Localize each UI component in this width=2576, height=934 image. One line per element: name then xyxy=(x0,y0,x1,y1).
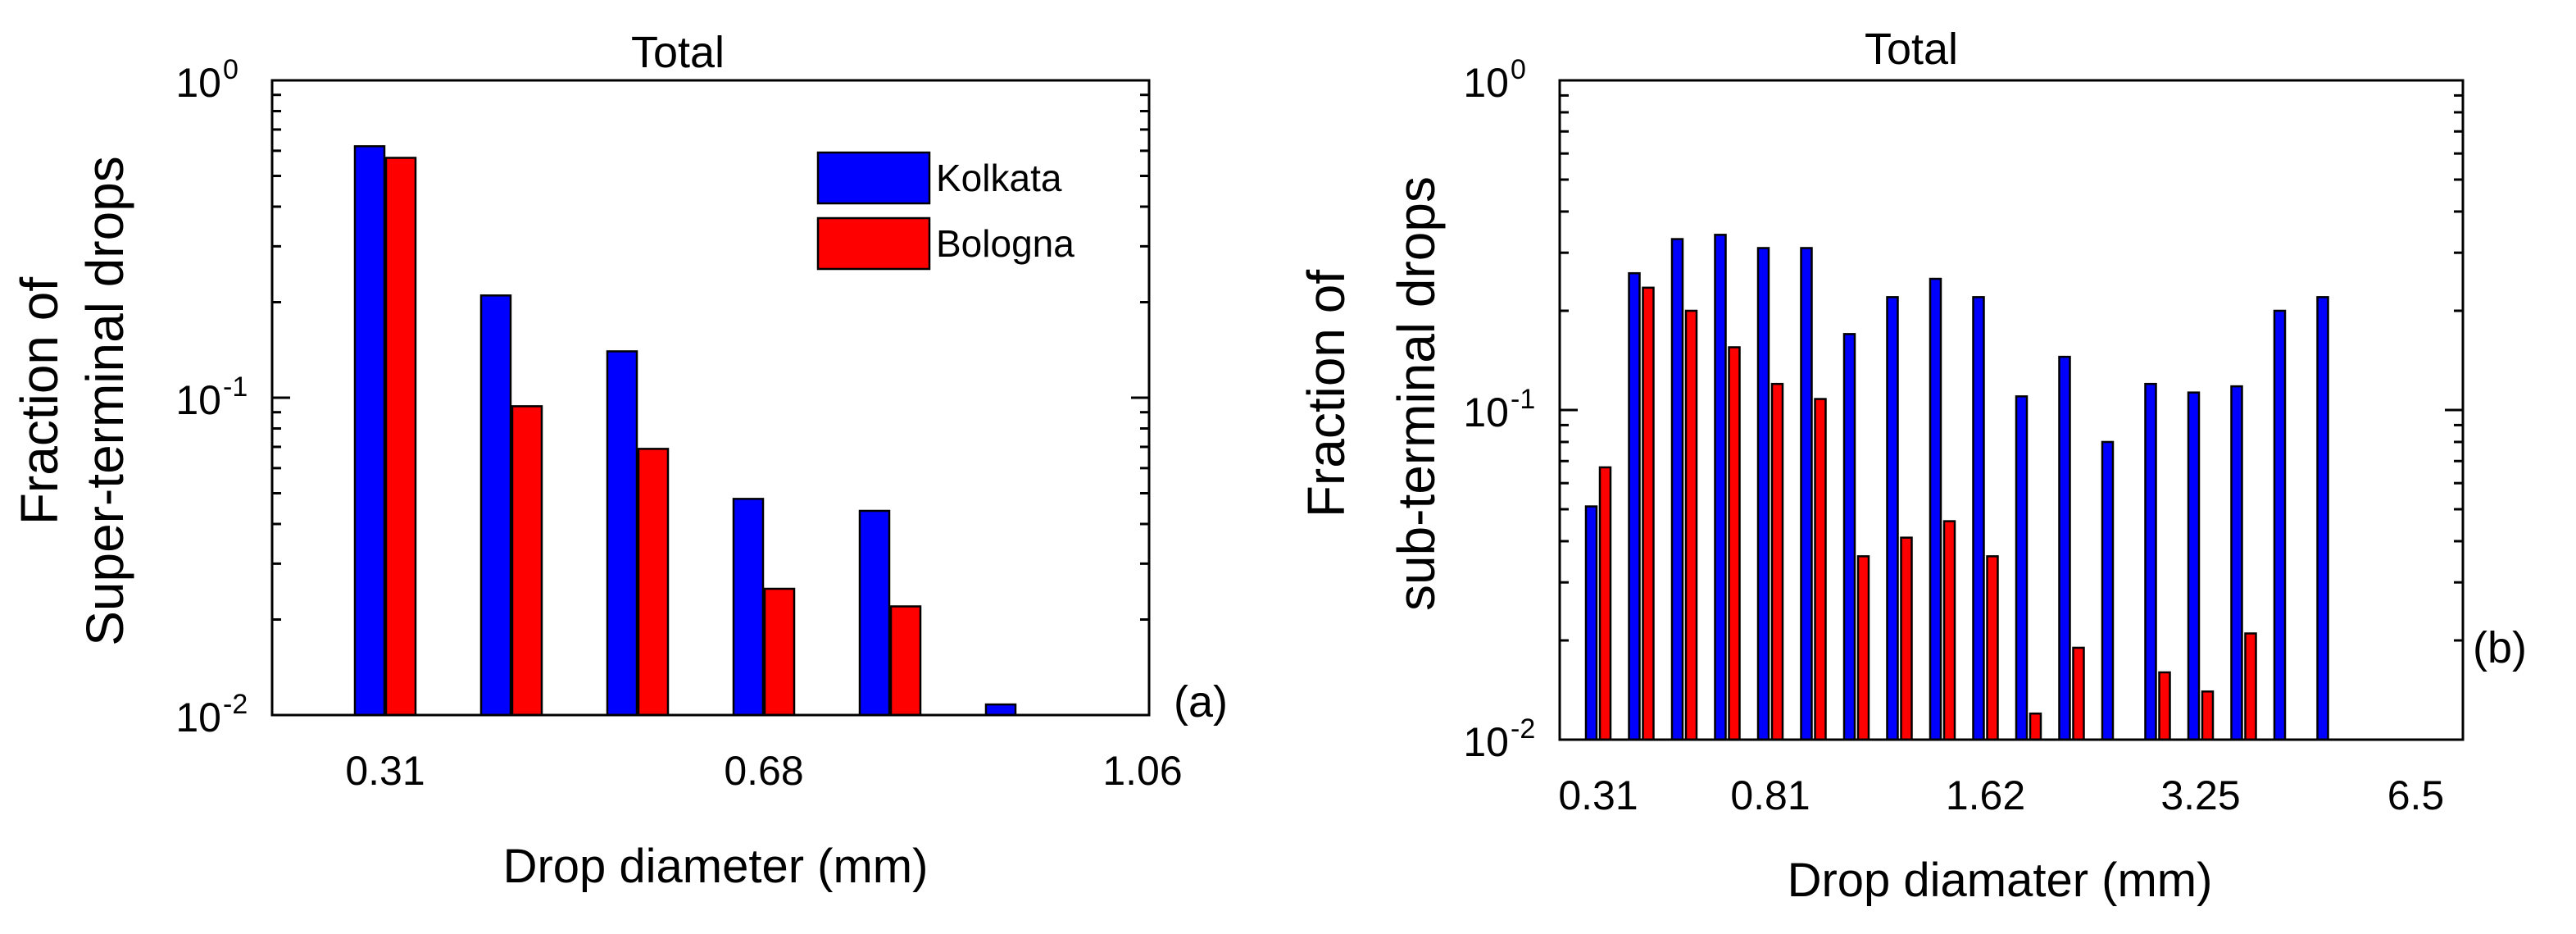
chart-b-ytick-label-2: 10 xyxy=(1463,60,1509,106)
chart-a-bar-bologna-0 xyxy=(384,157,417,717)
chart-b-xtick-label-0: 0.31 xyxy=(1558,772,1638,818)
chart-b-bar-bologna-7 xyxy=(1900,536,1913,741)
chart-b-bar-kolkata-17 xyxy=(2316,296,2329,741)
chart-b-bar-kolkata-8 xyxy=(1929,277,1942,741)
chart-b-bar-kolkata-12 xyxy=(2101,440,2115,741)
chart-a-bar-kolkata-5 xyxy=(984,703,1017,717)
chart-b-panel-label: (b) xyxy=(2473,623,2527,672)
chart-b-bar-kolkata-0 xyxy=(1584,505,1598,741)
chart-a-bar-kolkata-0 xyxy=(353,145,386,717)
chart-b-bar-kolkata-1 xyxy=(1628,271,1641,741)
chart-a-bar-kolkata-1 xyxy=(479,294,512,717)
chart-b-bar-bologna-14 xyxy=(2201,690,2215,741)
chart-b-ytick-label-1: 10 xyxy=(1463,390,1509,435)
chart-a-legend-swatch-bologna xyxy=(816,216,931,271)
chart-a-xlabel: Drop diameter (mm) xyxy=(503,840,929,893)
chart-a-xtick-label-1: 0.68 xyxy=(724,748,803,794)
chart-a-bar-kolkata-2 xyxy=(606,350,638,717)
chart-b-ytick-exp-0: -2 xyxy=(1511,713,1535,745)
chart-b-ytick-exp-2: 0 xyxy=(1511,54,1526,85)
chart-a-ytick-exp-2: 0 xyxy=(223,54,239,85)
chart-b-bar-kolkata-7 xyxy=(1886,296,1899,741)
chart-b-xlabel: Drop diamater (mm) xyxy=(1788,854,2213,907)
chart-b-bar-kolkata-3 xyxy=(1714,234,1727,741)
chart-a-legend-label-kolkata: Kolkata xyxy=(936,157,1062,199)
chart-b-bar-bologna-5 xyxy=(1814,398,1827,741)
chart-b-bar-kolkata-6 xyxy=(1842,333,1856,741)
chart-b-ytick-exp-1: -1 xyxy=(1511,384,1535,415)
chart-b-bar-kolkata-15 xyxy=(2230,385,2243,741)
chart-a-ytick-exp-0: -2 xyxy=(223,689,248,720)
chart-a-ylabel-line2: Super-terminal drops xyxy=(75,156,134,646)
chart-b-bar-bologna-10 xyxy=(2029,712,2042,741)
chart-a-ylabel-line1: Fraction of xyxy=(10,277,69,526)
chart-a-ytick-exp-1: -1 xyxy=(223,371,248,403)
chart-b-bar-bologna-4 xyxy=(1770,382,1784,741)
chart-b-bar-bologna-2 xyxy=(1684,309,1698,741)
chart-a-title: Total xyxy=(631,28,725,77)
chart-a-legend-label-bologna: Bologna xyxy=(936,222,1074,265)
chart-b-bar-kolkata-11 xyxy=(2058,355,2071,741)
chart-b-bar-kolkata-4 xyxy=(1756,247,1770,741)
chart-b-bar-kolkata-10 xyxy=(2015,395,2029,741)
chart-b-bar-bologna-0 xyxy=(1598,466,1612,741)
chart-b-xtick-label-1: 0.81 xyxy=(1730,772,1810,818)
chart-b-bar-kolkata-5 xyxy=(1800,247,1813,741)
chart-b-ylabel-line2: sub-terminal drops xyxy=(1387,176,1446,611)
chart-b-bar-bologna-15 xyxy=(2244,632,2257,741)
chart-b-bar-bologna-6 xyxy=(1856,555,1870,741)
chart-b-bar-kolkata-14 xyxy=(2187,391,2201,741)
chart-b-bar-bologna-9 xyxy=(1986,555,1999,741)
chart-b-ytick-label-0: 10 xyxy=(1463,719,1509,765)
chart-b-bar-kolkata-2 xyxy=(1670,238,1684,741)
chart-b-title: Total xyxy=(1865,25,1958,74)
chart-a-ytick-label-1: 10 xyxy=(175,377,221,423)
chart-panel-a: Total Fraction of Super-terminal drops D… xyxy=(10,28,1228,893)
chart-panel-b: Total Fraction of sub-terminal drops Dro… xyxy=(1297,25,2527,907)
chart-b-bar-kolkata-13 xyxy=(2144,382,2157,741)
chart-b-bar-bologna-11 xyxy=(2072,646,2085,741)
chart-a-ytick-label-2: 10 xyxy=(175,60,221,106)
chart-b-bar-bologna-13 xyxy=(2158,671,2171,741)
chart-a-bar-kolkata-4 xyxy=(858,509,891,717)
chart-a-ytick-label-0: 10 xyxy=(175,695,221,740)
chart-a-xtick-label-2: 1.06 xyxy=(1102,748,1182,794)
chart-b-xtick-label-4: 6.5 xyxy=(2387,772,2445,818)
chart-b-bar-kolkata-9 xyxy=(1972,296,1985,741)
chart-a-bar-kolkata-3 xyxy=(732,498,765,717)
chart-b-xtick-label-3: 3.25 xyxy=(2160,772,2240,818)
chart-a-bar-bologna-3 xyxy=(763,587,796,717)
chart-a-bar-bologna-2 xyxy=(637,448,670,717)
chart-b-xtick-label-2: 1.62 xyxy=(1946,772,2025,818)
chart-b-bar-bologna-3 xyxy=(1728,346,1741,741)
chart-a-xtick-label-0: 0.31 xyxy=(345,748,425,794)
chart-b-bar-bologna-8 xyxy=(1942,520,1956,741)
chart-b-bar-kolkata-16 xyxy=(2273,309,2287,741)
chart-a-legend-swatch-kolkata xyxy=(816,151,931,205)
chart-b-ylabel-line1: Fraction of xyxy=(1297,270,1356,518)
chart-a-bar-bologna-1 xyxy=(511,405,543,717)
chart-a-bar-bologna-4 xyxy=(889,605,922,717)
chart-b-bar-bologna-1 xyxy=(1642,286,1655,741)
chart-a-panel-label: (a) xyxy=(1174,677,1228,727)
